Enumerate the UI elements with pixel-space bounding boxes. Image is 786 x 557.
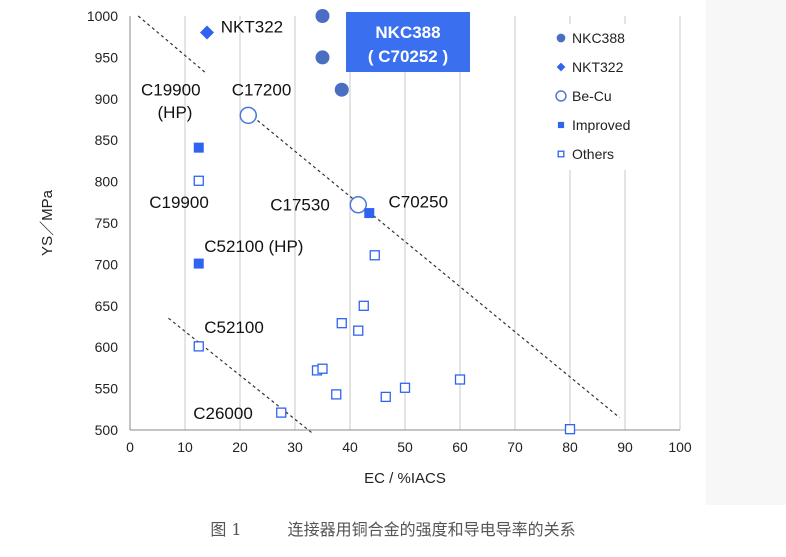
point-others xyxy=(331,389,342,400)
x-tick-label: 80 xyxy=(562,439,578,455)
annotation-label: C17530 xyxy=(270,196,330,215)
y-tick-label: 550 xyxy=(95,381,119,397)
annotation-label: C26000 xyxy=(193,404,253,423)
annotation-label: (HP) xyxy=(158,103,193,122)
y-tick-label: 900 xyxy=(95,91,119,107)
point-others xyxy=(276,407,287,418)
x-tick-label: 30 xyxy=(287,439,303,455)
annotation-label: C17200 xyxy=(232,80,292,99)
callout-line-1: NKC388 xyxy=(375,23,440,42)
x-tick-label: 90 xyxy=(617,439,633,455)
y-axis-title: YS／MPa xyxy=(39,189,56,256)
point-be-cu xyxy=(239,106,257,125)
caption-label: 图 1 xyxy=(210,520,242,539)
callout-box xyxy=(346,12,470,72)
annotation-label: C52100 (HP) xyxy=(204,237,303,256)
point-others xyxy=(380,391,391,403)
point-others xyxy=(369,250,380,261)
legend-label: NKC388 xyxy=(572,30,625,46)
y-tick-label: 500 xyxy=(95,422,119,438)
legend-label: Be-Cu xyxy=(572,88,612,104)
caption-text: 连接器用铜合金的强度和导电导率的关系 xyxy=(287,520,576,539)
x-axis-title: EC / %IACS xyxy=(364,470,446,487)
y-tick-label: 700 xyxy=(95,256,119,272)
legend-marker xyxy=(555,90,567,102)
y-tick-label: 650 xyxy=(95,298,119,314)
annotation-label: C19900 xyxy=(149,193,209,212)
annotation-label: C52100 xyxy=(204,318,264,337)
point-others xyxy=(336,318,347,329)
point-nkc388 xyxy=(315,9,330,23)
point-others xyxy=(193,175,204,186)
legend-label: Improved xyxy=(572,117,630,133)
legend-marker xyxy=(557,121,565,129)
y-tick-label: 800 xyxy=(95,174,119,190)
x-tick-label: 100 xyxy=(668,439,692,455)
point-others xyxy=(564,424,576,435)
figure-caption: 图 1 连接器用铜合金的强度和导电导率的关系 xyxy=(0,516,786,540)
legend-marker xyxy=(557,150,565,158)
x-tick-label: 10 xyxy=(177,439,193,455)
legend-label: NKT322 xyxy=(572,59,624,75)
y-tick-label: 750 xyxy=(95,215,119,231)
point-others xyxy=(399,382,411,393)
point-others xyxy=(317,363,328,374)
point-improved xyxy=(364,208,375,219)
x-tick-label: 70 xyxy=(507,439,523,455)
annotation-label: C19900 xyxy=(141,80,201,99)
x-tick-label: 50 xyxy=(397,439,413,455)
callout-line-2: ( C70252 ) xyxy=(368,47,448,66)
point-nkc388 xyxy=(334,82,349,97)
x-tick-label: 40 xyxy=(342,439,358,455)
page-margin-band xyxy=(706,0,786,505)
legend-label: Others xyxy=(572,146,614,162)
y-tick-label: 1000 xyxy=(87,8,118,24)
y-tick-label: 950 xyxy=(95,49,119,65)
x-tick-label: 0 xyxy=(126,439,134,455)
trend-line xyxy=(137,15,208,75)
trend-line xyxy=(247,112,620,419)
legend-marker xyxy=(556,62,566,72)
point-nkc388 xyxy=(315,50,330,65)
annotation-label: C70250 xyxy=(389,192,449,211)
point-improved xyxy=(193,142,204,153)
point-others xyxy=(193,341,204,352)
annotation-label: NKT322 xyxy=(221,18,283,37)
point-others xyxy=(353,325,364,336)
point-others xyxy=(454,374,466,385)
legend-marker xyxy=(556,33,566,43)
x-tick-label: 20 xyxy=(232,439,248,455)
scatter-chart: 0 10 20 30 40 50 60 70 80 90 100 500 550 600 650 700 750… xyxy=(39,8,692,487)
trend-line xyxy=(168,317,312,433)
point-others xyxy=(358,300,369,311)
point-be-cu xyxy=(349,196,367,214)
x-tick-label: 60 xyxy=(452,439,468,455)
point-improved xyxy=(193,258,204,269)
y-tick-label: 600 xyxy=(95,339,119,355)
y-tick-label: 850 xyxy=(95,132,119,148)
point-nkt322 xyxy=(200,25,214,40)
